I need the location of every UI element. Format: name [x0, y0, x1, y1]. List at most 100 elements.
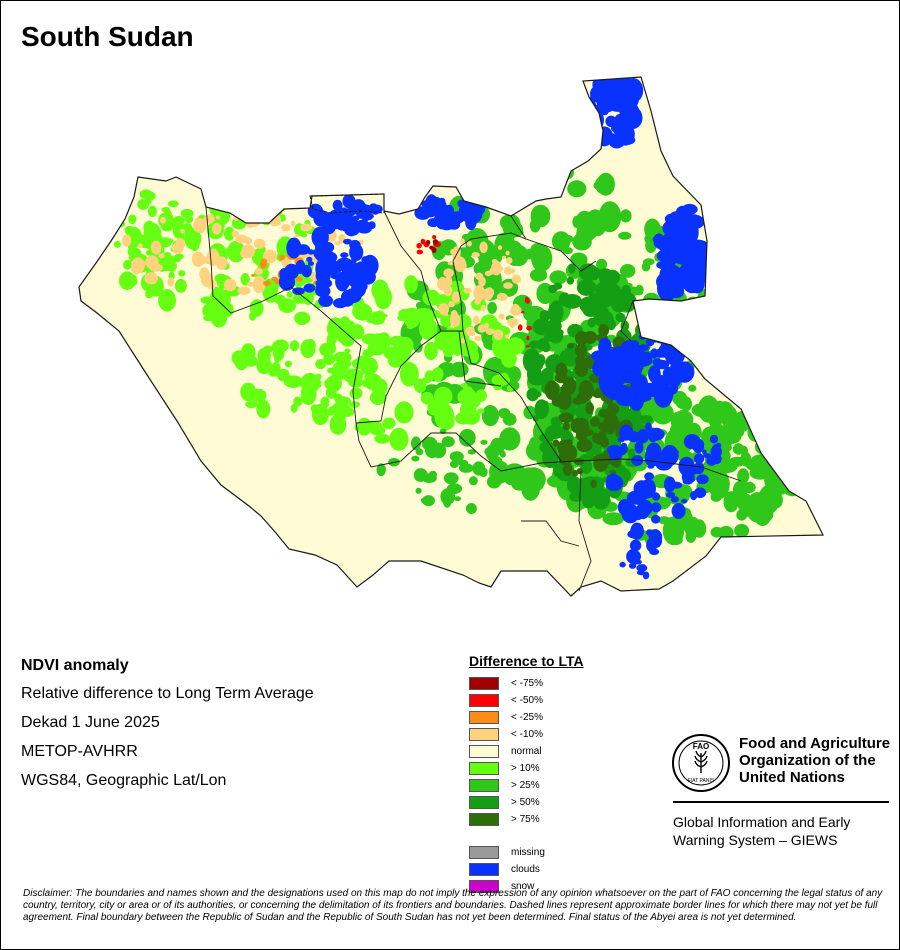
cloud-patch — [279, 268, 289, 281]
positive-anomaly-patch — [508, 244, 529, 267]
negative-anomaly-patch — [137, 243, 143, 249]
positive-anomaly-patch — [147, 205, 157, 217]
negative-anomaly-patch — [497, 245, 503, 250]
cloud-patch — [620, 442, 628, 450]
cloud-patch — [306, 256, 313, 263]
positive-anomaly-patch — [467, 449, 476, 455]
cloud-patch — [670, 361, 680, 376]
cloud-patch — [354, 219, 371, 232]
cloud-patch — [636, 570, 645, 576]
cloud-patch — [630, 374, 648, 393]
legend-item: normal — [469, 743, 584, 760]
negative-anomaly-patch — [493, 329, 504, 340]
negative-anomaly-patch — [480, 305, 486, 312]
positive-anomaly-patch — [785, 442, 803, 463]
legend-label: > 50% — [511, 797, 540, 808]
positive-anomaly-patch — [381, 313, 388, 318]
positive-anomaly-patch — [583, 331, 598, 344]
negative-anomaly-patch — [474, 298, 481, 305]
positive-anomaly-patch — [582, 304, 599, 317]
positive-anomaly-patch — [363, 373, 383, 391]
legend-label: normal — [511, 746, 542, 757]
positive-anomaly-patch — [419, 317, 438, 340]
negative-anomaly-patch — [145, 259, 151, 264]
positive-anomaly-patch — [484, 180, 499, 195]
positive-anomaly-patch — [762, 440, 771, 451]
positive-anomaly-patch — [635, 284, 644, 296]
negative-anomaly-patch — [484, 322, 489, 329]
negative-anomaly-patch — [429, 245, 434, 250]
fao-emblem-icon: FAO FIAT PANIS — [672, 734, 730, 792]
cloud-patch — [313, 248, 321, 259]
negative-anomaly-patch — [253, 238, 266, 249]
positive-anomaly-patch — [274, 294, 286, 305]
positive-anomaly-patch — [131, 232, 139, 239]
admin-boundary — [510, 215, 597, 272]
giews-name-line: Global Information and Early — [673, 814, 851, 830]
cloud-patch — [592, 361, 605, 377]
legend-swatch — [469, 728, 499, 741]
positive-anomaly-patch — [490, 437, 505, 456]
cloud-patch — [473, 196, 484, 204]
positive-anomaly-patch — [277, 368, 290, 382]
positive-anomaly-patch — [696, 312, 720, 327]
positive-anomaly-patch — [710, 472, 729, 493]
positive-anomaly-patch — [348, 377, 364, 388]
positive-anomaly-patch — [371, 279, 389, 301]
negative-anomaly-patch — [300, 223, 312, 232]
positive-anomaly-patch — [734, 410, 751, 432]
positive-anomaly-patch — [223, 226, 235, 241]
positive-anomaly-patch — [742, 481, 756, 494]
cloud-patch — [341, 267, 351, 280]
positive-anomaly-patch — [537, 338, 550, 351]
legend-swatch — [469, 762, 499, 775]
cloud-patch — [650, 502, 662, 513]
positive-anomaly-patch — [454, 412, 473, 425]
positive-anomaly-patch — [520, 155, 542, 176]
cloud-patch — [340, 252, 349, 258]
cloud-patch — [689, 274, 705, 294]
positive-anomaly-patch — [598, 324, 610, 337]
positive-anomaly-patch — [245, 400, 258, 409]
admin-boundary — [355, 422, 502, 472]
negative-anomaly-patch — [215, 215, 221, 220]
positive-anomaly-patch — [747, 423, 766, 443]
negative-anomaly-patch — [241, 244, 255, 259]
positive-anomaly-patch — [123, 259, 132, 270]
legend-label: < -25% — [511, 712, 543, 723]
positive-anomaly-patch — [365, 425, 374, 431]
positive-anomaly-patch — [575, 343, 587, 359]
legend-label: missing — [511, 847, 545, 858]
cloud-patch — [622, 137, 629, 146]
positive-anomaly-patch — [369, 390, 387, 405]
positive-anomaly-patch — [443, 497, 452, 508]
cloud-patch — [633, 480, 651, 497]
positive-anomaly-patch — [579, 492, 587, 498]
positive-anomaly-patch — [550, 311, 558, 319]
negative-anomaly-patch — [463, 287, 472, 294]
cloud-patch — [349, 262, 367, 277]
positive-anomaly-patch — [741, 504, 753, 517]
positive-anomaly-patch — [560, 165, 574, 180]
negative-anomaly-patch — [122, 234, 132, 247]
cloud-patch — [647, 427, 665, 441]
positive-anomaly-patch — [301, 394, 313, 405]
cloud-patch — [656, 261, 669, 270]
positive-anomaly-patch — [210, 306, 228, 328]
cloud-patch — [626, 549, 639, 564]
positive-anomaly-patch — [486, 183, 499, 197]
positive-anomaly-patch — [487, 301, 497, 314]
positive-anomaly-patch — [551, 231, 571, 252]
positive-anomaly-patch — [530, 268, 548, 282]
positive-anomaly-patch — [349, 387, 363, 400]
positive-anomaly-patch — [537, 292, 550, 303]
fao-org-name-line: United Nations — [739, 769, 845, 786]
positive-anomaly-patch — [562, 347, 577, 367]
negative-anomaly-patch — [278, 254, 286, 260]
positive-anomaly-patch — [600, 311, 614, 327]
negative-anomaly-patch — [498, 313, 505, 320]
positive-anomaly-patch — [398, 308, 414, 319]
negative-anomaly-patch — [131, 263, 141, 275]
legend-swatch — [469, 745, 499, 758]
negative-anomaly-patch — [504, 334, 510, 339]
